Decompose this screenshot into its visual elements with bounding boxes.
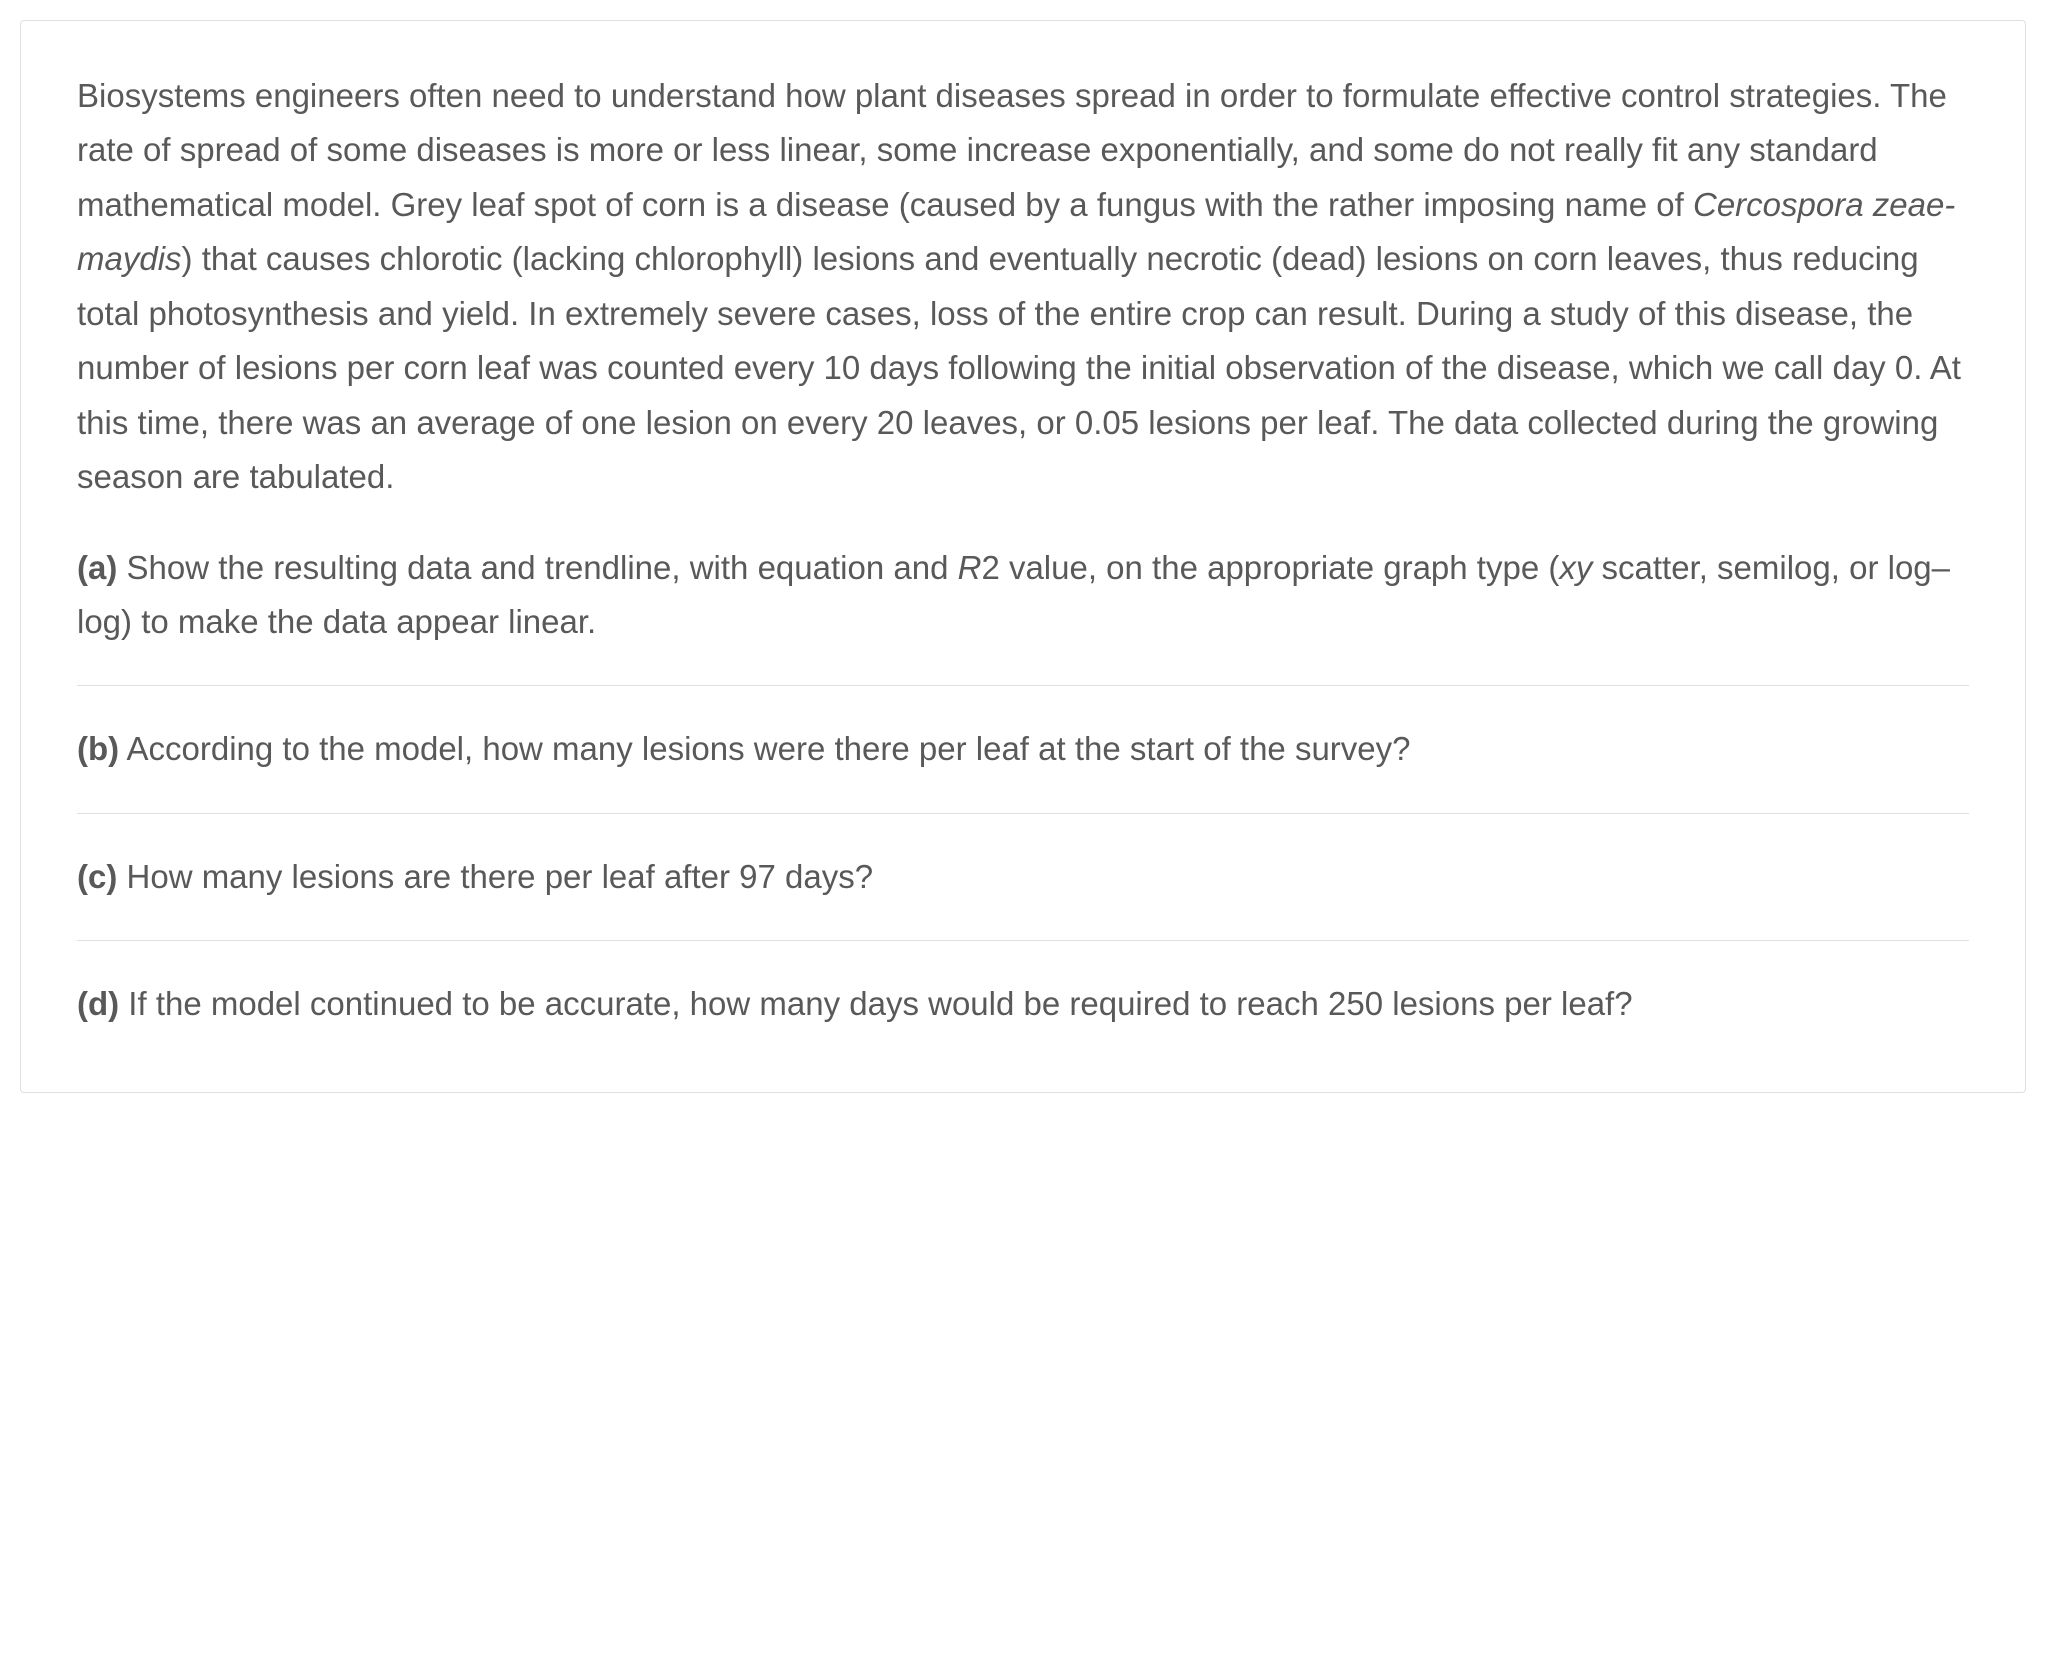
question-a-label: (a) — [77, 549, 117, 586]
question-b: (b) According to the model, how many les… — [77, 722, 1969, 813]
question-c-label: (c) — [77, 858, 117, 895]
intro-paragraph: Biosystems engineers often need to under… — [77, 69, 1969, 505]
intro-text-part2: ) that causes chlorotic (lacking chlorop… — [77, 240, 1961, 495]
question-b-label: (b) — [77, 730, 119, 767]
intro-text-part1: Biosystems engineers often need to under… — [77, 77, 1947, 223]
question-a-italic1: R — [958, 549, 982, 586]
question-a-italic2: xy — [1559, 549, 1601, 586]
question-b-text: According to the model, how many lesions… — [119, 730, 1410, 767]
question-c: (c) How many lesions are there per leaf … — [77, 850, 1969, 941]
question-a-text2: 2 value, on the appropriate graph type ( — [981, 549, 1559, 586]
question-container: Biosystems engineers often need to under… — [20, 20, 2026, 1093]
question-a: (a) Show the resulting data and trendlin… — [77, 541, 1969, 687]
question-c-text: How many lesions are there per leaf afte… — [117, 858, 873, 895]
question-d: (d) If the model continued to be accurat… — [77, 977, 1969, 1043]
question-a-text1: Show the resulting data and trendline, w… — [117, 549, 957, 586]
question-d-label: (d) — [77, 985, 119, 1022]
question-d-text: If the model continued to be accurate, h… — [119, 985, 1632, 1022]
